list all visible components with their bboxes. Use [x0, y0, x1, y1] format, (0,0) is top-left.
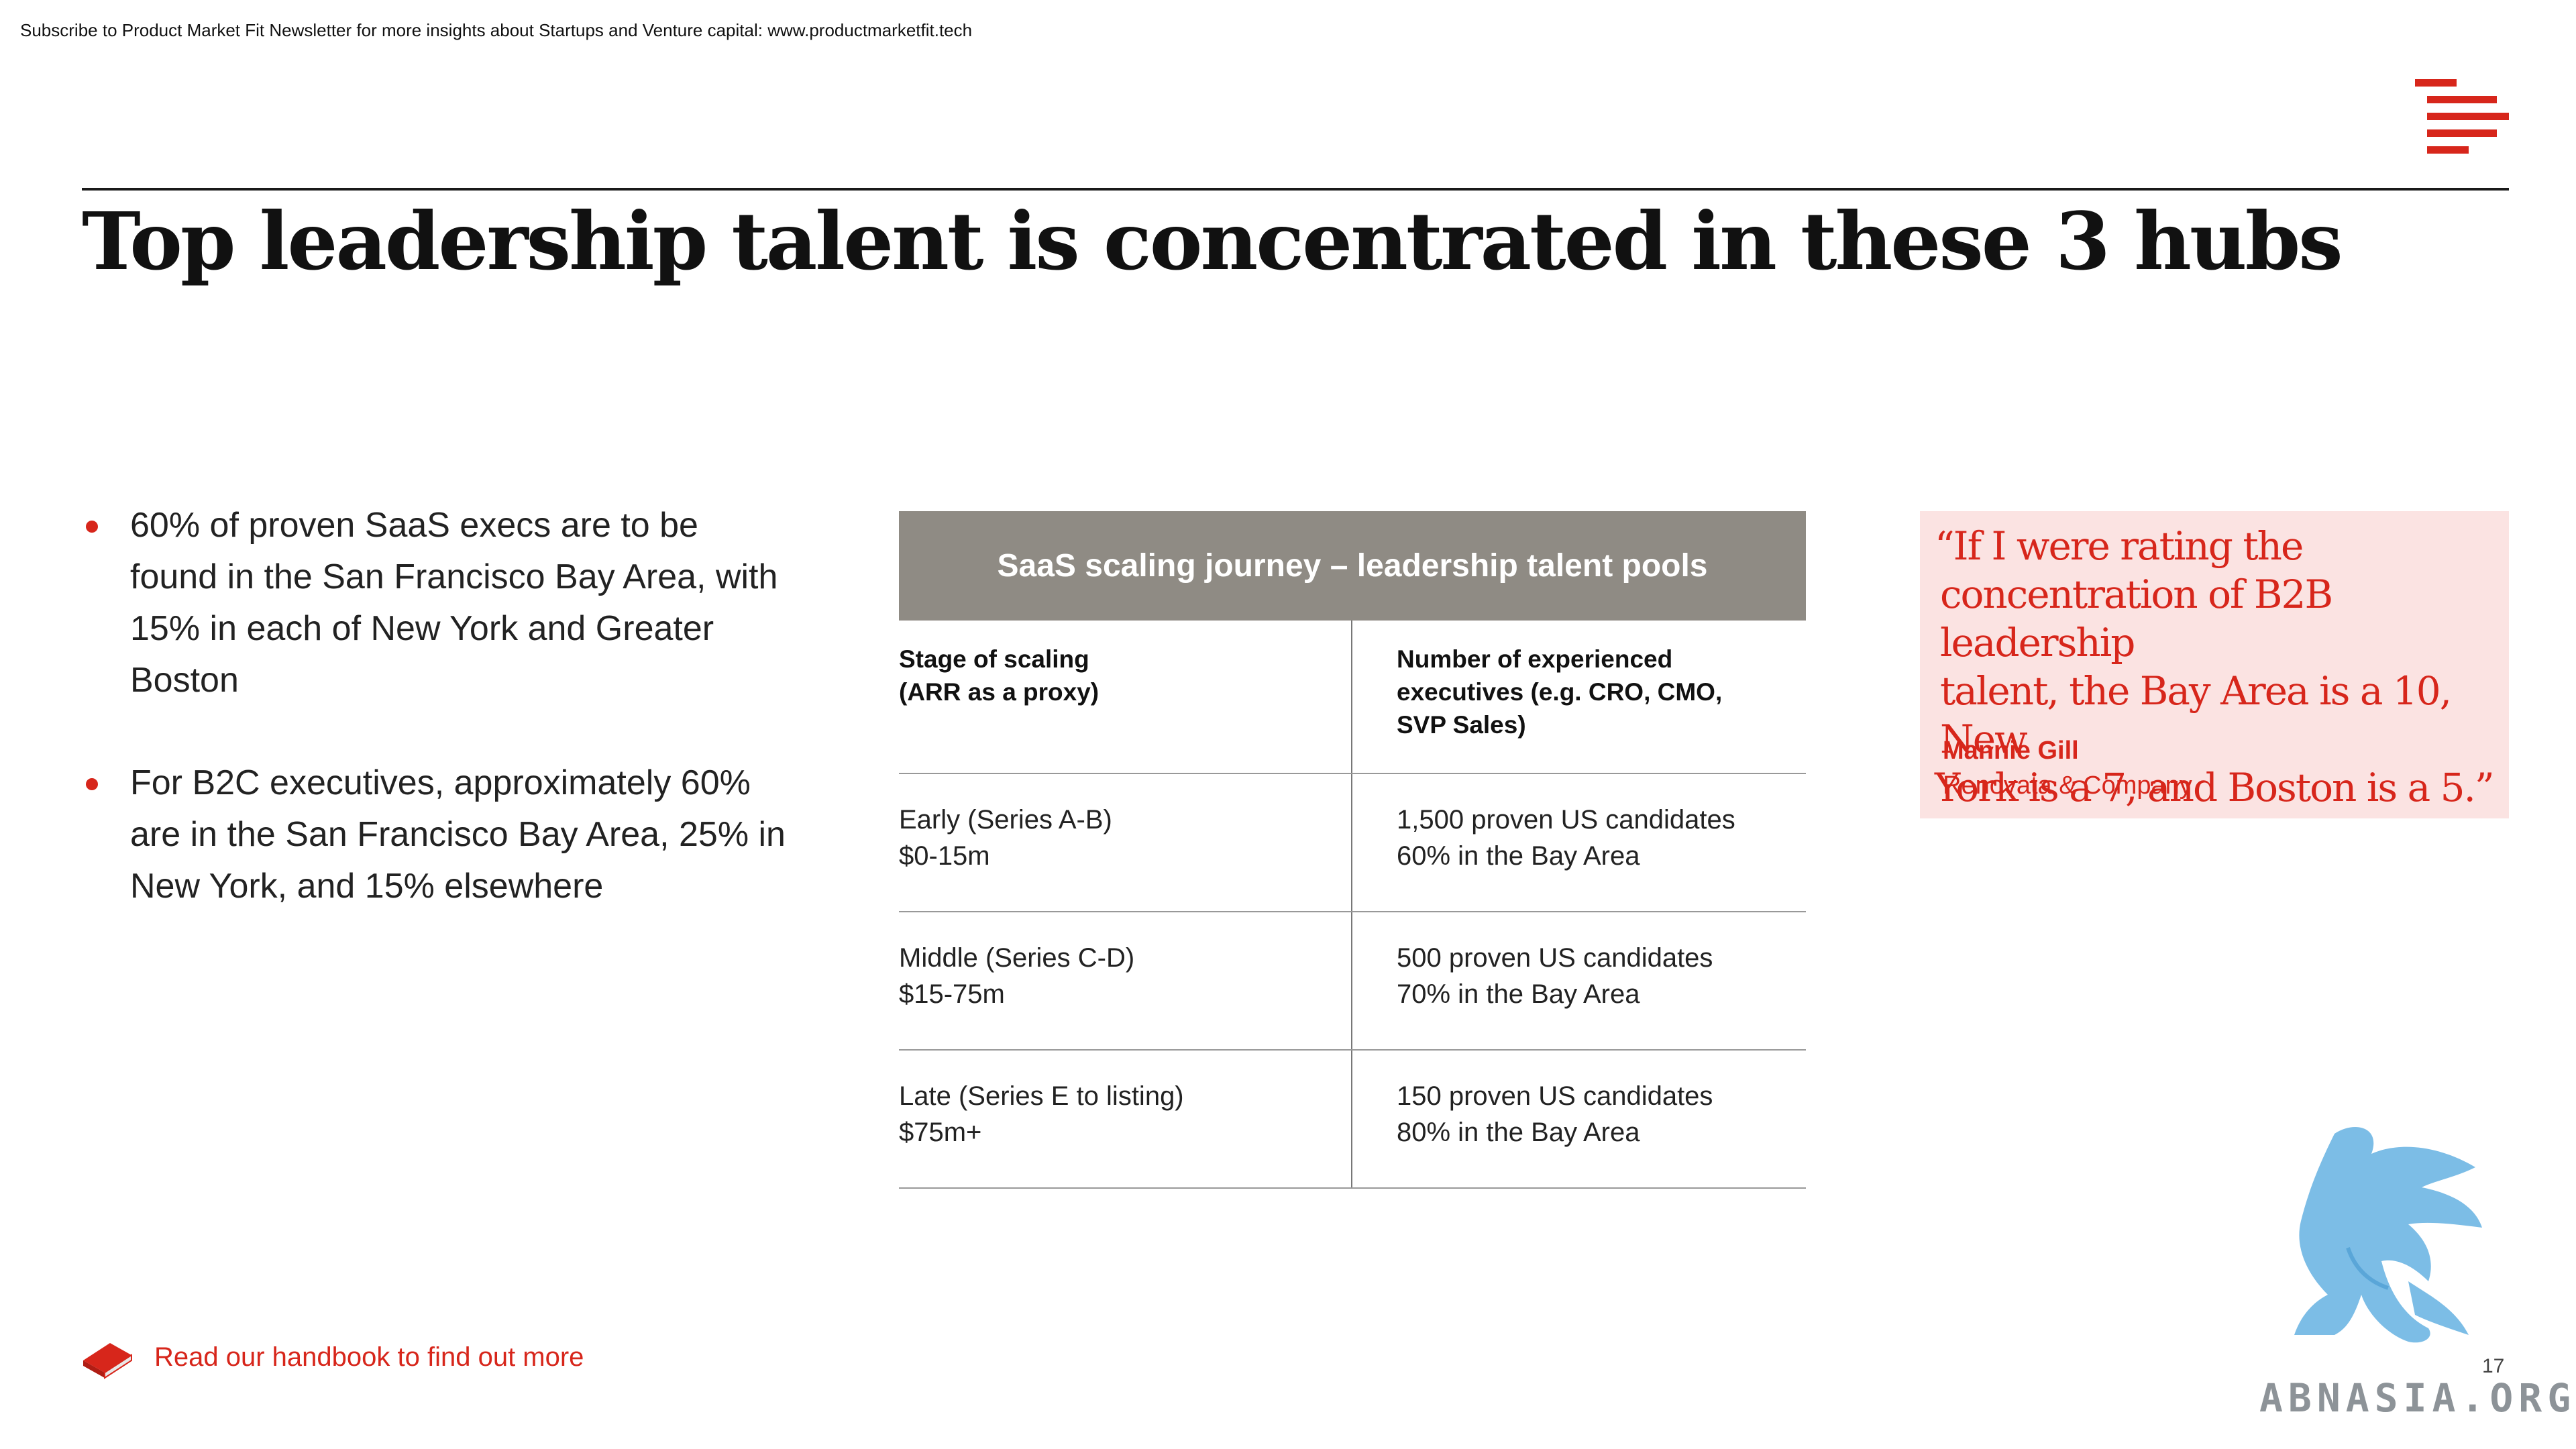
handbook-link[interactable]: Read our handbook to find out more — [79, 1335, 584, 1379]
table-row-separator — [899, 773, 1806, 774]
table-header-executives: Number of experienced executives (e.g. C… — [1397, 645, 1723, 739]
bullet-item: 60% of proven SaaS execs are to be found… — [82, 500, 793, 706]
table-cell-executives: 500 proven US candidates 70% in the Bay … — [1397, 943, 1713, 1009]
table-header-stage: Stage of scaling (ARR as a proxy) — [899, 645, 1099, 706]
newsletter-banner: Subscribe to Product Market Fit Newslett… — [20, 20, 973, 40]
bullet-text: For B2C executives, approximately 60% ar… — [130, 763, 786, 906]
handbook-link-text[interactable]: Read our handbook to find out more — [154, 1342, 584, 1372]
watermark-text: ABNASIA.ORG — [2259, 1375, 2576, 1421]
bullet-dot-icon — [86, 521, 98, 533]
table-cell-stage: Middle (Series C-D) $15-75m — [899, 943, 1135, 1009]
table-column-divider — [1351, 621, 1352, 1187]
table-row-separator — [899, 1187, 1806, 1189]
quote-author: Mannie Gill — [1943, 737, 2079, 765]
bullet-dot-icon — [86, 778, 98, 790]
bullet-text: 60% of proven SaaS execs are to be found… — [130, 506, 778, 700]
red-stripes-logo-icon — [2415, 79, 2509, 154]
quote-organization: Renovata & Company — [1943, 771, 2192, 800]
table-cell-stage: Late (Series E to listing) $75m+ — [899, 1081, 1184, 1147]
quote-text: “If I were rating the concentration of B… — [1935, 523, 2495, 810]
table-row-separator — [899, 1049, 1806, 1051]
bullet-list: 60% of proven SaaS execs are to be found… — [82, 500, 793, 963]
book-icon — [83, 1343, 132, 1379]
bullet-item: For B2C executives, approximately 60% ar… — [82, 757, 793, 912]
table-cell-stage: Early (Series A-B) $0-15m — [899, 805, 1112, 871]
title-rule — [82, 188, 2509, 191]
page-number: 17 — [2482, 1355, 2505, 1377]
table-cell-executives: 1,500 proven US candidates 60% in the Ba… — [1397, 805, 1735, 871]
table-row-separator — [899, 911, 1806, 912]
quote-box: “If I were rating the concentration of B… — [1920, 511, 2509, 818]
griffin-icon — [2294, 1127, 2482, 1343]
table-title: SaaS scaling journey – leadership talent… — [899, 511, 1806, 621]
table-cell-executives: 150 proven US candidates 80% in the Bay … — [1397, 1081, 1713, 1147]
page-title: Top leadership talent is concentrated in… — [82, 195, 2343, 288]
